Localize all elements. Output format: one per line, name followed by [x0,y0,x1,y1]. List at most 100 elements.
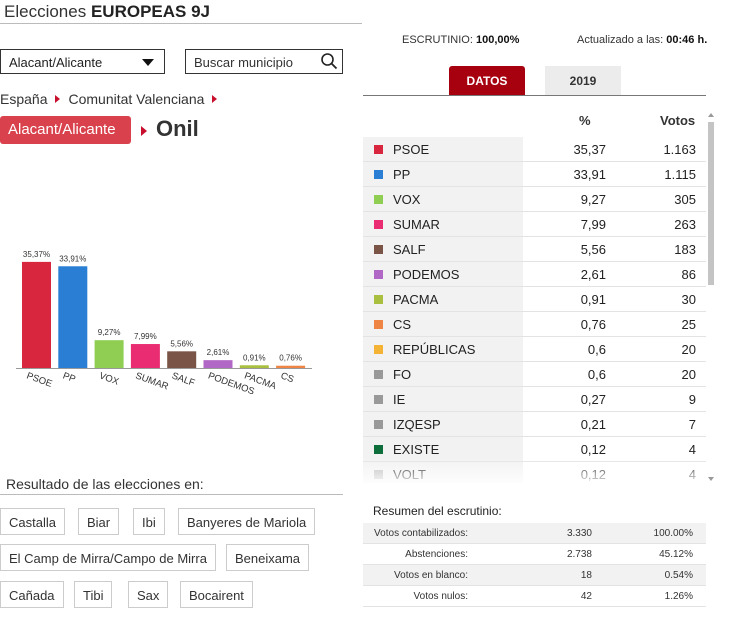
party-color-swatch [374,345,383,354]
party-color-swatch [374,320,383,329]
updated-label: Actualizado a las: [577,34,664,46]
results-table[interactable]: PSOE 35,37 1.163 PP 33,91 1.115 VOX 9,27 305 SUMA… [363,137,706,483]
table-row: PACMA 0,91 30 [363,287,706,312]
party-cell: PP [363,162,523,186]
party-cell: IZQESP [363,412,523,436]
party-color-swatch [374,370,383,379]
party-color-swatch [374,420,383,429]
party-votes: 7 [688,417,696,432]
results-divider [0,494,343,495]
party-pct: 33,91 [573,167,606,182]
summary-value: 18 [580,570,592,581]
category-label: PSOE [25,370,54,389]
summary-pct: 45.12% [659,549,693,560]
town-button-banyeres[interactable]: Banyeres de Mariola [178,508,316,535]
party-color-swatch [374,270,383,279]
party-name: IE [393,392,406,407]
party-votes: 20 [681,342,696,357]
town-button-canada[interactable]: Cañada [0,581,64,608]
party-cell: IE [363,387,523,411]
province-button[interactable]: Alacant/Alicante [0,116,131,144]
party-name: PP [393,167,411,182]
town-button-castalla[interactable]: Castalla [0,508,65,535]
results-section-label: Resultado de las elecciones en: [6,476,204,492]
bar-value-label: 35,37% [23,250,50,259]
party-cell: PACMA [363,287,523,311]
escrutinio-status: ESCRUTINIO: 100,00% [402,34,519,46]
party-pct: 5,56 [580,242,606,257]
party-name: SUMAR [393,217,440,232]
column-header-pct: % [579,113,591,128]
bar-value-label: 0,91% [243,353,266,362]
summary-pct: 100.00% [653,528,693,539]
summary-row: Votos contabilizados: 3.330 100.00% [363,523,706,544]
party-cell: PSOE [363,137,523,161]
table-row: VOX 9,27 305 [363,187,706,212]
party-color-swatch [374,295,383,304]
category-label: SUMAR [134,370,170,392]
party-pct: 0,27 [580,392,606,407]
town-button-tibi[interactable]: Tibi [74,581,113,608]
party-votes: 1.115 [664,167,696,182]
scroll-up-arrow-icon[interactable] [708,113,714,117]
party-color-swatch [374,195,383,204]
column-header-votes: Votos [660,113,696,128]
town-button-sax[interactable]: Sax [128,581,169,608]
breadcrumb-item-comunitat[interactable]: Comunitat Valenciana [68,91,205,107]
party-pct: 2,61 [580,267,606,282]
bar-value-label: 7,99% [134,332,157,341]
party-votes: 30 [681,292,696,307]
scroll-down-arrow-icon[interactable] [708,477,714,481]
page-title: Elecciones EUROPEAS 9J [4,2,210,22]
party-votes: 263 [674,217,696,232]
town-button-camp-de-mirra[interactable]: El Camp de Mirra/Campo de Mirra [0,544,216,571]
party-name: PODEMOS [393,267,460,282]
bar-vox [94,340,124,368]
bar-cs [276,365,306,368]
province-select-value: Alacant/Alicante [9,55,103,70]
bar-value-label: 9,27% [98,328,121,337]
summary-label: Votos nulos: [413,591,468,602]
municipality-search-input[interactable]: Buscar municipio [185,49,343,74]
party-color-swatch [374,395,383,404]
party-votes: 9 [688,392,696,407]
party-name: SALF [393,242,426,257]
chevron-down-icon [142,59,154,66]
province-select[interactable]: Alacant/Alicante [0,49,165,74]
bar-podemos [203,360,233,368]
party-pct: 0,12 [580,442,606,457]
town-button-beneixama[interactable]: Beneixama [226,544,310,571]
summary-title: Resumen del escrutinio: [373,504,502,518]
summary-pct: 1.26% [664,591,693,602]
bar-value-label: 2,61% [207,348,230,357]
category-label: SALF [170,370,196,389]
party-pct: 7,99 [580,217,606,232]
tab-datos[interactable]: DATOS [449,66,525,95]
summary-row: Votos en blanco: 18 0.54% [363,565,706,586]
bar-value-label: 33,91% [59,254,86,263]
party-cell: VOX [363,187,523,211]
municipality-name: Onil [156,116,199,141]
party-name: EXISTE [393,442,440,457]
scrollbar-thumb[interactable] [708,122,714,285]
town-button-biar[interactable]: Biar [78,508,120,535]
tab-2019[interactable]: 2019 [545,66,621,95]
escrutinio-label: ESCRUTINIO: [402,34,473,46]
party-name: REPÚBLICAS [393,342,476,357]
chevron-right-icon [212,95,218,103]
table-fade [363,458,706,483]
town-button-ibi[interactable]: Ibi [133,508,165,535]
party-cell: PODEMOS [363,262,523,286]
table-row: PSOE 35,37 1.163 [363,137,706,162]
table-row: PODEMOS 2,61 86 [363,262,706,287]
search-icon[interactable] [320,52,338,70]
party-color-swatch [374,170,383,179]
town-button-bocairent[interactable]: Bocairent [180,581,253,608]
party-votes: 4 [688,442,696,457]
table-row: IE 0,27 9 [363,387,706,412]
category-label: PP [61,370,77,385]
party-cell: EXISTE [363,437,523,461]
party-name: FO [393,367,412,382]
breadcrumb-item-espana[interactable]: España [0,91,48,107]
bar-salf [167,351,197,368]
